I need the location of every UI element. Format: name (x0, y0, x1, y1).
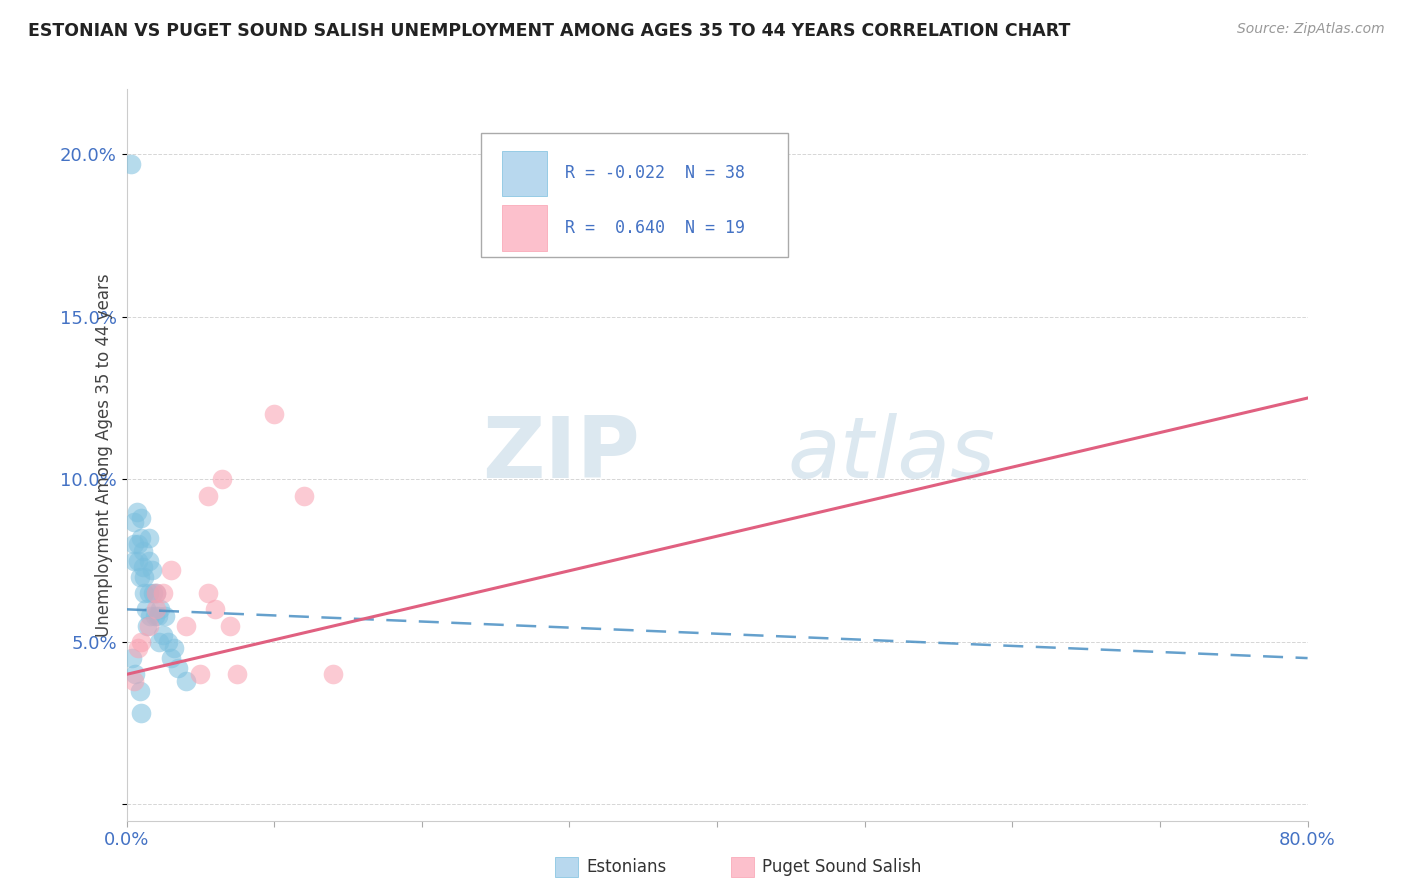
Point (160, 563, 183, 577)
Point (129, 706, 153, 721)
Point (122, 537, 145, 551)
Text: atlas: atlas (787, 413, 995, 497)
Point (138, 531, 160, 545)
Point (138, 618, 160, 632)
Point (145, 586, 167, 600)
Point (145, 586, 167, 600)
Point (226, 667, 249, 681)
Point (142, 586, 165, 600)
Text: ESTONIAN VS PUGET SOUND SALISH UNEMPLOYMENT AMONG AGES 35 TO 44 YEARS CORRELATIO: ESTONIAN VS PUGET SOUND SALISH UNEMPLOYM… (28, 22, 1070, 40)
Point (129, 511, 153, 525)
Point (129, 531, 153, 545)
Point (128, 683, 150, 698)
Point (292, 489, 315, 503)
Point (136, 618, 159, 632)
Point (211, 472, 233, 486)
Point (156, 635, 179, 649)
Point (153, 608, 176, 623)
Point (167, 661, 190, 675)
Text: ZIP: ZIP (482, 413, 640, 497)
FancyBboxPatch shape (481, 133, 787, 258)
Point (134, 586, 156, 600)
Point (163, 641, 186, 656)
Point (149, 602, 172, 616)
Point (219, 618, 242, 632)
Point (125, 505, 148, 519)
Point (143, 608, 166, 623)
Point (122, 553, 145, 567)
Point (120, 157, 142, 171)
Point (132, 544, 155, 558)
Point (138, 586, 160, 600)
Text: R = -0.022  N = 38: R = -0.022 N = 38 (565, 164, 745, 182)
Point (263, 407, 285, 421)
Point (138, 553, 160, 567)
Point (322, 667, 344, 681)
Point (127, 553, 149, 567)
Point (132, 560, 155, 574)
Point (134, 570, 156, 584)
Point (122, 515, 145, 529)
Point (148, 635, 170, 649)
Text: Estonians: Estonians (586, 858, 666, 876)
Point (160, 651, 183, 665)
Text: R =  0.640  N = 19: R = 0.640 N = 19 (565, 219, 745, 237)
Point (128, 570, 150, 584)
Point (174, 673, 197, 688)
Point (146, 608, 169, 623)
FancyBboxPatch shape (502, 205, 547, 251)
Point (152, 628, 174, 642)
Point (129, 635, 153, 649)
Point (141, 563, 163, 577)
Point (152, 586, 174, 600)
Point (145, 602, 167, 616)
Point (121, 651, 143, 665)
Point (204, 602, 226, 616)
Point (174, 618, 197, 632)
Point (122, 673, 145, 688)
Point (135, 602, 157, 616)
Point (188, 667, 212, 681)
Point (139, 608, 162, 623)
Point (124, 667, 146, 681)
Text: Puget Sound Salish: Puget Sound Salish (762, 858, 921, 876)
Y-axis label: Unemployment Among Ages 35 to 44 years: Unemployment Among Ages 35 to 44 years (94, 273, 112, 637)
Point (197, 489, 219, 503)
Point (127, 537, 149, 551)
Text: Source: ZipAtlas.com: Source: ZipAtlas.com (1237, 22, 1385, 37)
Point (197, 586, 219, 600)
Point (127, 641, 149, 656)
FancyBboxPatch shape (502, 151, 547, 196)
